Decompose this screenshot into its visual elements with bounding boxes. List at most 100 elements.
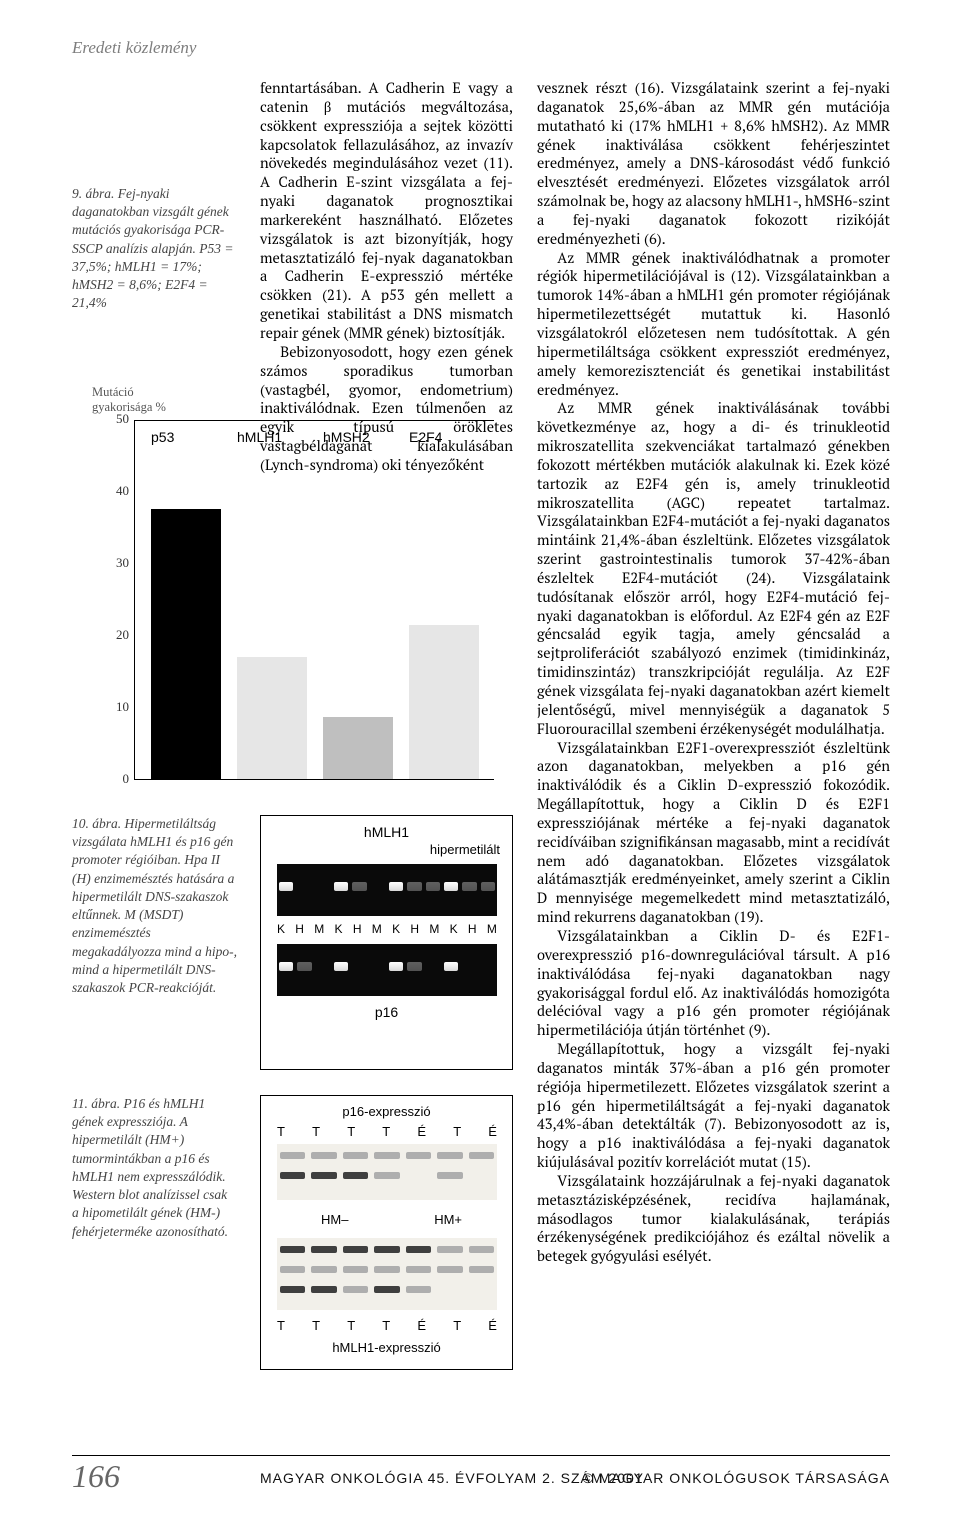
blot-band — [437, 1246, 462, 1253]
gel-band — [444, 882, 458, 891]
gel-band — [389, 962, 403, 971]
blot-band — [311, 1246, 336, 1253]
fig9-ytick: 50 — [107, 411, 129, 427]
blot-band — [374, 1286, 399, 1293]
blot-band — [311, 1286, 336, 1293]
mid-text-column: fenntartásában. A Cadherin E vagy a cate… — [260, 80, 513, 476]
blot-band — [374, 1172, 399, 1179]
fig9-ytick: 40 — [107, 483, 129, 499]
fig11-lane-label: T — [347, 1318, 355, 1333]
fig11-lane-label: É — [417, 1318, 426, 1333]
fig9-ytick: 20 — [107, 627, 129, 643]
fig10-gel: hMLH1 hipermetilált KHMKHMKHMKHM p16 — [260, 815, 513, 1070]
blot-band — [343, 1266, 368, 1273]
fig10-title-right: hipermetilált — [430, 842, 500, 857]
fig11-blot: p16-expresszió TTTTÉTÉ HM– HM+ TTTTÉTÉ h… — [260, 1095, 513, 1370]
blot-band — [311, 1172, 336, 1179]
gel-band — [407, 962, 421, 971]
fig11-caption: 11. ábra. P16 és hMLH1 gének expressziój… — [72, 1095, 237, 1241]
blot-band — [406, 1266, 431, 1273]
blot-band — [374, 1152, 399, 1159]
body-paragraph: fenntartásában. A Cadherin E vagy a cate… — [260, 80, 513, 344]
fig11-title-top: p16-expresszió — [261, 1104, 512, 1119]
fig10-lane-label: H — [410, 922, 419, 936]
gel-band — [297, 962, 311, 971]
section-header: Eredeti közlemény — [72, 38, 196, 58]
fig10-lane-label: K — [392, 922, 400, 936]
gel-band — [279, 882, 293, 891]
blot-band — [406, 1152, 431, 1159]
blot-band — [343, 1286, 368, 1293]
blot-band — [374, 1246, 399, 1253]
fig9-ytick: 10 — [107, 699, 129, 715]
fig10-lane-label: K — [450, 922, 458, 936]
fig11-lane-label: T — [312, 1124, 320, 1139]
blot-band — [280, 1286, 305, 1293]
blot-band — [469, 1152, 494, 1159]
fig11-lane-label: É — [488, 1318, 497, 1333]
gel-band — [389, 882, 403, 891]
body-paragraph: Az MMR gének inaktiválásának további köv… — [537, 400, 890, 739]
right-text-column: vesznek részt (16). Vizsgálataink szerin… — [537, 80, 890, 1267]
blot-band — [437, 1172, 462, 1179]
fig11-lane-label: É — [488, 1124, 497, 1139]
gel-band — [481, 882, 495, 891]
blot-band — [280, 1172, 305, 1179]
fig9-bar — [409, 625, 479, 779]
fig11-group-left: HM– — [321, 1212, 348, 1227]
fig9-caption: 9. ábra. Fej-nyaki daganatokban vizsgált… — [72, 185, 237, 313]
fig10-lane-label: M — [314, 922, 324, 936]
fig9-bar — [237, 657, 307, 779]
fig10-lane-label: H — [468, 922, 477, 936]
gel-band — [407, 882, 421, 891]
blot-band — [280, 1152, 305, 1159]
blot-band — [311, 1266, 336, 1273]
gel-band — [334, 962, 348, 971]
blot-band — [406, 1246, 431, 1253]
fig10-gel-row-b — [277, 944, 497, 996]
fig11-lanes-bottom: TTTTÉTÉ — [277, 1318, 497, 1333]
gel-band — [426, 882, 440, 891]
fig11-title-bottom: hMLH1-expresszió — [261, 1340, 512, 1355]
blot-band — [343, 1172, 368, 1179]
body-paragraph: Az MMR gének inaktiválódhatnak a promote… — [537, 250, 890, 401]
gel-band — [444, 962, 458, 971]
fig11-lane-label: É — [417, 1124, 426, 1139]
body-paragraph: Megállapítottuk, hogy a vizsgált fej-nya… — [537, 1041, 890, 1173]
fig11-lane-label: T — [382, 1318, 390, 1333]
blot-band — [343, 1152, 368, 1159]
fig9-bar — [151, 509, 221, 779]
gel-band — [279, 962, 293, 971]
fig10-title-bottom: p16 — [261, 1004, 512, 1020]
gel-band — [462, 882, 476, 891]
fig10-lane-label: H — [295, 922, 304, 936]
gel-band — [334, 882, 348, 891]
blot-band — [437, 1266, 462, 1273]
blot-band — [406, 1286, 431, 1293]
footer-rule — [72, 1455, 890, 1456]
blot-band — [280, 1266, 305, 1273]
fig9-ytick: 0 — [107, 771, 129, 787]
fig11-gel-a — [277, 1144, 497, 1200]
fig11-gel-b — [277, 1238, 497, 1310]
blot-band — [280, 1246, 305, 1253]
blot-band — [343, 1246, 368, 1253]
fig10-lane-label: M — [372, 922, 382, 936]
fig11-group-right: HM+ — [434, 1212, 462, 1227]
fig10-title-top: hMLH1 — [261, 824, 512, 840]
fig10-lane-label: M — [487, 922, 497, 936]
fig9-bar-label: p53 — [151, 429, 174, 445]
body-paragraph: Vizsgálatainkban E2F1-overexpressziót és… — [537, 740, 890, 928]
fig11-lane-label: T — [382, 1124, 390, 1139]
blot-band — [311, 1152, 336, 1159]
blot-band — [374, 1266, 399, 1273]
fig11-lane-label: T — [312, 1318, 320, 1333]
fig10-lane-label: H — [353, 922, 362, 936]
page-number: 166 — [72, 1458, 120, 1495]
fig10-lane-label: K — [277, 922, 285, 936]
fig10-caption: 10. ábra. Hipermetiláltság vizsgálata hM… — [72, 815, 237, 997]
fig11-lanes-top: TTTTÉTÉ — [277, 1124, 497, 1139]
blot-band — [437, 1152, 462, 1159]
body-paragraph: vesznek részt (16). Vizsgálataink szerin… — [537, 80, 890, 250]
body-paragraph: Vizsgálataink hozzájárulnak a fej-nyaki … — [537, 1173, 890, 1267]
